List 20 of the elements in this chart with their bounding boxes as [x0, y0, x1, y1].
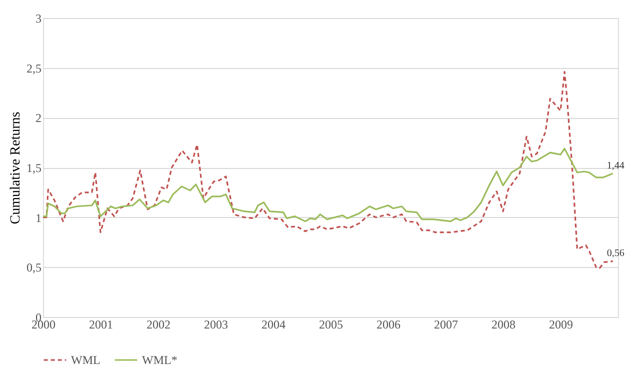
- y-tick-label: 1: [36, 210, 42, 225]
- y-tick-label: 1,5: [26, 161, 42, 175]
- legend-label: WML: [71, 353, 100, 367]
- x-tick-label: 2007: [434, 318, 458, 332]
- legend-label: WML*: [142, 353, 178, 367]
- x-tick-label: 2009: [549, 318, 573, 332]
- y-tick-label: 2: [36, 111, 42, 126]
- x-tick-label: 2003: [204, 318, 228, 332]
- y-axis-title: Cumulative Returns: [8, 112, 24, 224]
- y-tick-label: 3: [36, 12, 42, 26]
- y-tick-label: 0,5: [26, 260, 42, 275]
- annotation: 0,56: [606, 248, 624, 260]
- x-tick-label: 2002: [146, 318, 170, 332]
- x-tick-label: 2005: [319, 318, 343, 332]
- y-tick-label: 2,5: [26, 61, 42, 76]
- x-tick-label: 2004: [262, 318, 286, 332]
- x-tick-label: 2006: [376, 318, 400, 332]
- x-tick-label: 2001: [89, 318, 113, 332]
- annotation: 1,44: [606, 160, 624, 172]
- x-tick-label: 2008: [492, 318, 516, 332]
